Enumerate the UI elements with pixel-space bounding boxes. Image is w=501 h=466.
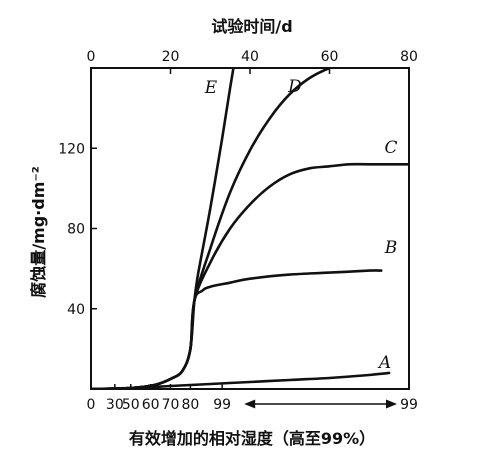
series-label-a: A: [377, 353, 391, 373]
series-label-b: B: [384, 238, 398, 258]
left-tick-label: 120: [58, 141, 85, 157]
series-line-a: [91, 371, 391, 389]
series-labels: E D C B A: [204, 77, 398, 373]
bottom-tick-label: 99: [213, 397, 231, 413]
left-tick-label: 80: [67, 222, 85, 238]
arrow-head-left: [244, 399, 256, 409]
bottom-axis-title: 有效增加的相对湿度（高至99%）: [129, 429, 375, 448]
top-tick-label: 80: [400, 49, 418, 65]
bottom-tick-label: 30: [106, 397, 124, 413]
plot-border: [90, 67, 410, 390]
series-label-c: C: [384, 138, 397, 158]
top-tick-label: 0: [87, 49, 96, 65]
bottom-tick-label: 60: [142, 397, 160, 413]
series-label-e: E: [204, 78, 218, 98]
top-axis-ticks: 0 20 40 60 80: [87, 49, 418, 74]
series-curves: [91, 68, 409, 389]
series-line-b: [91, 269, 383, 389]
left-axis-title: 腐蚀量/mg·dm⁻²: [29, 166, 48, 298]
bottom-tick-label: 99: [400, 397, 418, 413]
top-tick-label: 20: [162, 49, 180, 65]
bottom-tick-label: 80: [181, 397, 199, 413]
top-axis-title: 试验时间/d: [211, 17, 292, 36]
bottom-tick-label: 0: [87, 397, 96, 413]
left-axis-ticks: 40 80 120: [58, 141, 97, 318]
bottom-tick-label: 50: [122, 397, 140, 413]
top-tick-label: 40: [241, 49, 259, 65]
plot-frame: [90, 67, 410, 390]
top-tick-label: 60: [321, 49, 339, 65]
series-line-e: [91, 68, 235, 389]
bottom-tick-label: 70: [162, 397, 180, 413]
series-line-c: [91, 162, 409, 389]
arrow-head-right: [386, 399, 397, 409]
humidity-arrow: [244, 399, 397, 409]
series-line-d: [91, 68, 334, 389]
series-label-d: D: [287, 77, 302, 97]
left-tick-label: 40: [67, 302, 85, 318]
